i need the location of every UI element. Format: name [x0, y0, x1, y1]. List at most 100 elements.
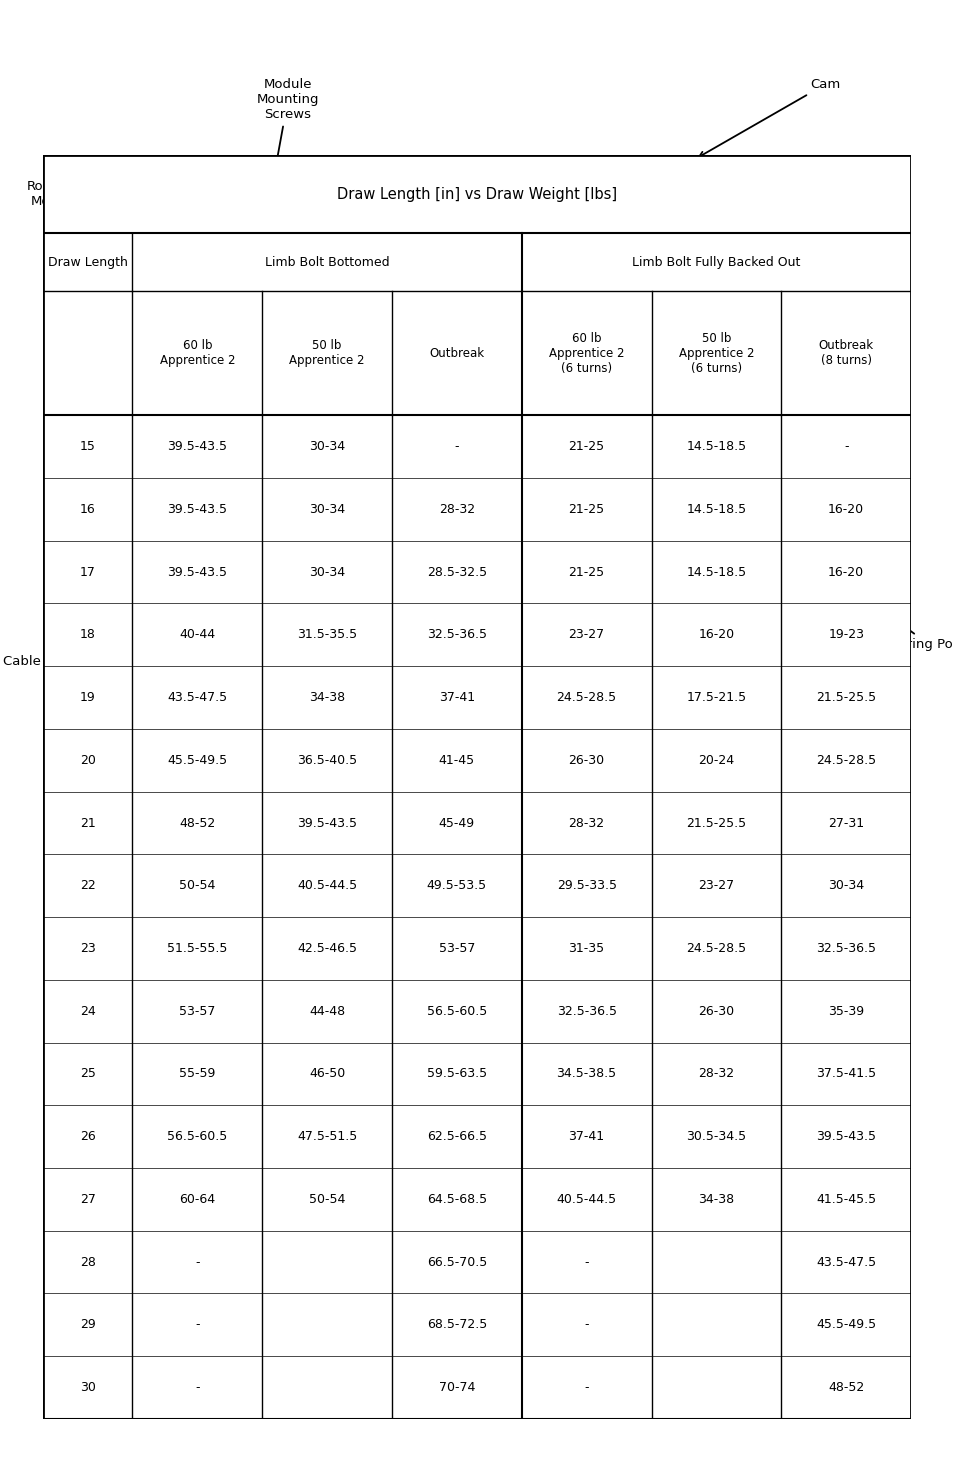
Text: 21.5-25.5: 21.5-25.5 — [685, 817, 745, 829]
Text: 28.5-32.5: 28.5-32.5 — [426, 565, 486, 578]
Circle shape — [242, 350, 250, 357]
Circle shape — [242, 378, 250, 385]
Ellipse shape — [537, 310, 659, 422]
Circle shape — [636, 354, 652, 370]
Text: 16-20: 16-20 — [698, 628, 734, 642]
Circle shape — [650, 355, 664, 370]
Text: 32.5-36.5: 32.5-36.5 — [816, 943, 875, 954]
Text: 36.5-40.5: 36.5-40.5 — [296, 754, 356, 767]
Text: Limb Bolt Bottomed: Limb Bolt Bottomed — [265, 255, 389, 268]
Text: 14.5-18.5: 14.5-18.5 — [685, 565, 745, 578]
Text: Outbreak
(8 turns): Outbreak (8 turns) — [818, 339, 873, 367]
Text: 45.5-49.5: 45.5-49.5 — [167, 754, 227, 767]
Text: 47.5-51.5: 47.5-51.5 — [296, 1130, 356, 1143]
Text: 53-57: 53-57 — [179, 1004, 215, 1018]
Text: 50-54: 50-54 — [309, 1193, 345, 1207]
Circle shape — [130, 502, 157, 530]
Text: 29: 29 — [80, 1319, 95, 1332]
Text: 34-38: 34-38 — [698, 1193, 734, 1207]
Circle shape — [504, 254, 814, 562]
Text: 70-74: 70-74 — [438, 1381, 475, 1394]
Text: 50 lb
Apprentice 2: 50 lb Apprentice 2 — [289, 339, 364, 367]
Text: 60 lb
Apprentice 2
(6 turns): 60 lb Apprentice 2 (6 turns) — [548, 332, 623, 375]
Circle shape — [209, 344, 227, 361]
Text: 26: 26 — [242, 351, 250, 355]
Text: -: - — [194, 1319, 199, 1332]
Circle shape — [213, 294, 222, 301]
Text: 50-54: 50-54 — [179, 879, 215, 892]
Circle shape — [265, 289, 283, 307]
Text: 29.5-33.5: 29.5-33.5 — [556, 879, 616, 892]
Circle shape — [253, 386, 295, 429]
Text: 28-32: 28-32 — [568, 817, 604, 829]
Text: 28: 28 — [80, 1255, 95, 1268]
Circle shape — [645, 314, 723, 392]
Ellipse shape — [183, 410, 304, 559]
Text: 44-48: 44-48 — [309, 1004, 345, 1018]
Ellipse shape — [128, 324, 272, 437]
Circle shape — [669, 338, 700, 369]
Circle shape — [265, 316, 283, 335]
Circle shape — [700, 364, 714, 379]
Circle shape — [236, 316, 254, 335]
Circle shape — [209, 316, 227, 335]
Text: Cam: Cam — [699, 78, 840, 156]
Text: Rotating
Module: Rotating Module — [27, 180, 192, 310]
Circle shape — [270, 350, 277, 357]
Text: 51.5-55.5: 51.5-55.5 — [167, 943, 227, 954]
Text: 21-25: 21-25 — [568, 565, 604, 578]
Text: 16: 16 — [213, 379, 222, 384]
Circle shape — [115, 249, 435, 566]
Text: 40-44: 40-44 — [179, 628, 215, 642]
Ellipse shape — [547, 404, 668, 527]
Circle shape — [662, 372, 677, 385]
Text: 59.5-63.5: 59.5-63.5 — [426, 1068, 486, 1080]
Text: 24: 24 — [213, 351, 222, 355]
Text: 62.5-66.5: 62.5-66.5 — [426, 1130, 486, 1143]
Text: 32.5-36.5: 32.5-36.5 — [426, 628, 486, 642]
Text: 39.5-43.5: 39.5-43.5 — [167, 440, 227, 453]
Text: 21: 21 — [80, 817, 95, 829]
Circle shape — [270, 322, 277, 329]
Text: 31.5-35.5: 31.5-35.5 — [296, 628, 356, 642]
Circle shape — [209, 372, 227, 389]
Text: 56.5-60.5: 56.5-60.5 — [167, 1130, 227, 1143]
Text: 40.5-44.5: 40.5-44.5 — [296, 879, 356, 892]
Circle shape — [706, 347, 720, 360]
Circle shape — [236, 344, 254, 361]
Text: 21-25: 21-25 — [568, 440, 604, 453]
Text: 30-34: 30-34 — [309, 440, 345, 453]
Circle shape — [209, 289, 227, 307]
Circle shape — [662, 322, 677, 335]
Text: 37-41: 37-41 — [438, 692, 475, 704]
Circle shape — [236, 372, 254, 389]
Text: 22: 22 — [297, 379, 306, 384]
Text: 30-34: 30-34 — [309, 503, 345, 516]
Text: 30-34: 30-34 — [309, 565, 345, 578]
Text: -: - — [584, 1319, 588, 1332]
Text: 41-45: 41-45 — [438, 754, 475, 767]
Circle shape — [264, 397, 285, 419]
Circle shape — [650, 336, 664, 350]
Text: 43.5-47.5: 43.5-47.5 — [167, 692, 227, 704]
Circle shape — [213, 350, 222, 357]
Text: 42.5-46.5: 42.5-46.5 — [296, 943, 356, 954]
Circle shape — [783, 471, 807, 494]
Circle shape — [213, 322, 222, 329]
Text: 20-24: 20-24 — [698, 754, 734, 767]
Text: Outbreak: Outbreak — [429, 347, 484, 360]
Text: String Post: String Post — [806, 555, 953, 650]
Text: 20: 20 — [80, 754, 95, 767]
Text: 24.5-28.5: 24.5-28.5 — [556, 692, 616, 704]
Text: -: - — [455, 440, 458, 453]
Circle shape — [700, 327, 714, 342]
Text: 37-41: 37-41 — [568, 1130, 604, 1143]
Ellipse shape — [279, 385, 420, 502]
Circle shape — [293, 316, 311, 335]
Text: 16: 16 — [80, 503, 95, 516]
Text: 23-27: 23-27 — [698, 879, 734, 892]
Text: 46-50: 46-50 — [309, 1068, 345, 1080]
Circle shape — [293, 289, 311, 307]
Text: 30: 30 — [80, 1381, 95, 1394]
Text: 56.5-60.5: 56.5-60.5 — [426, 1004, 486, 1018]
